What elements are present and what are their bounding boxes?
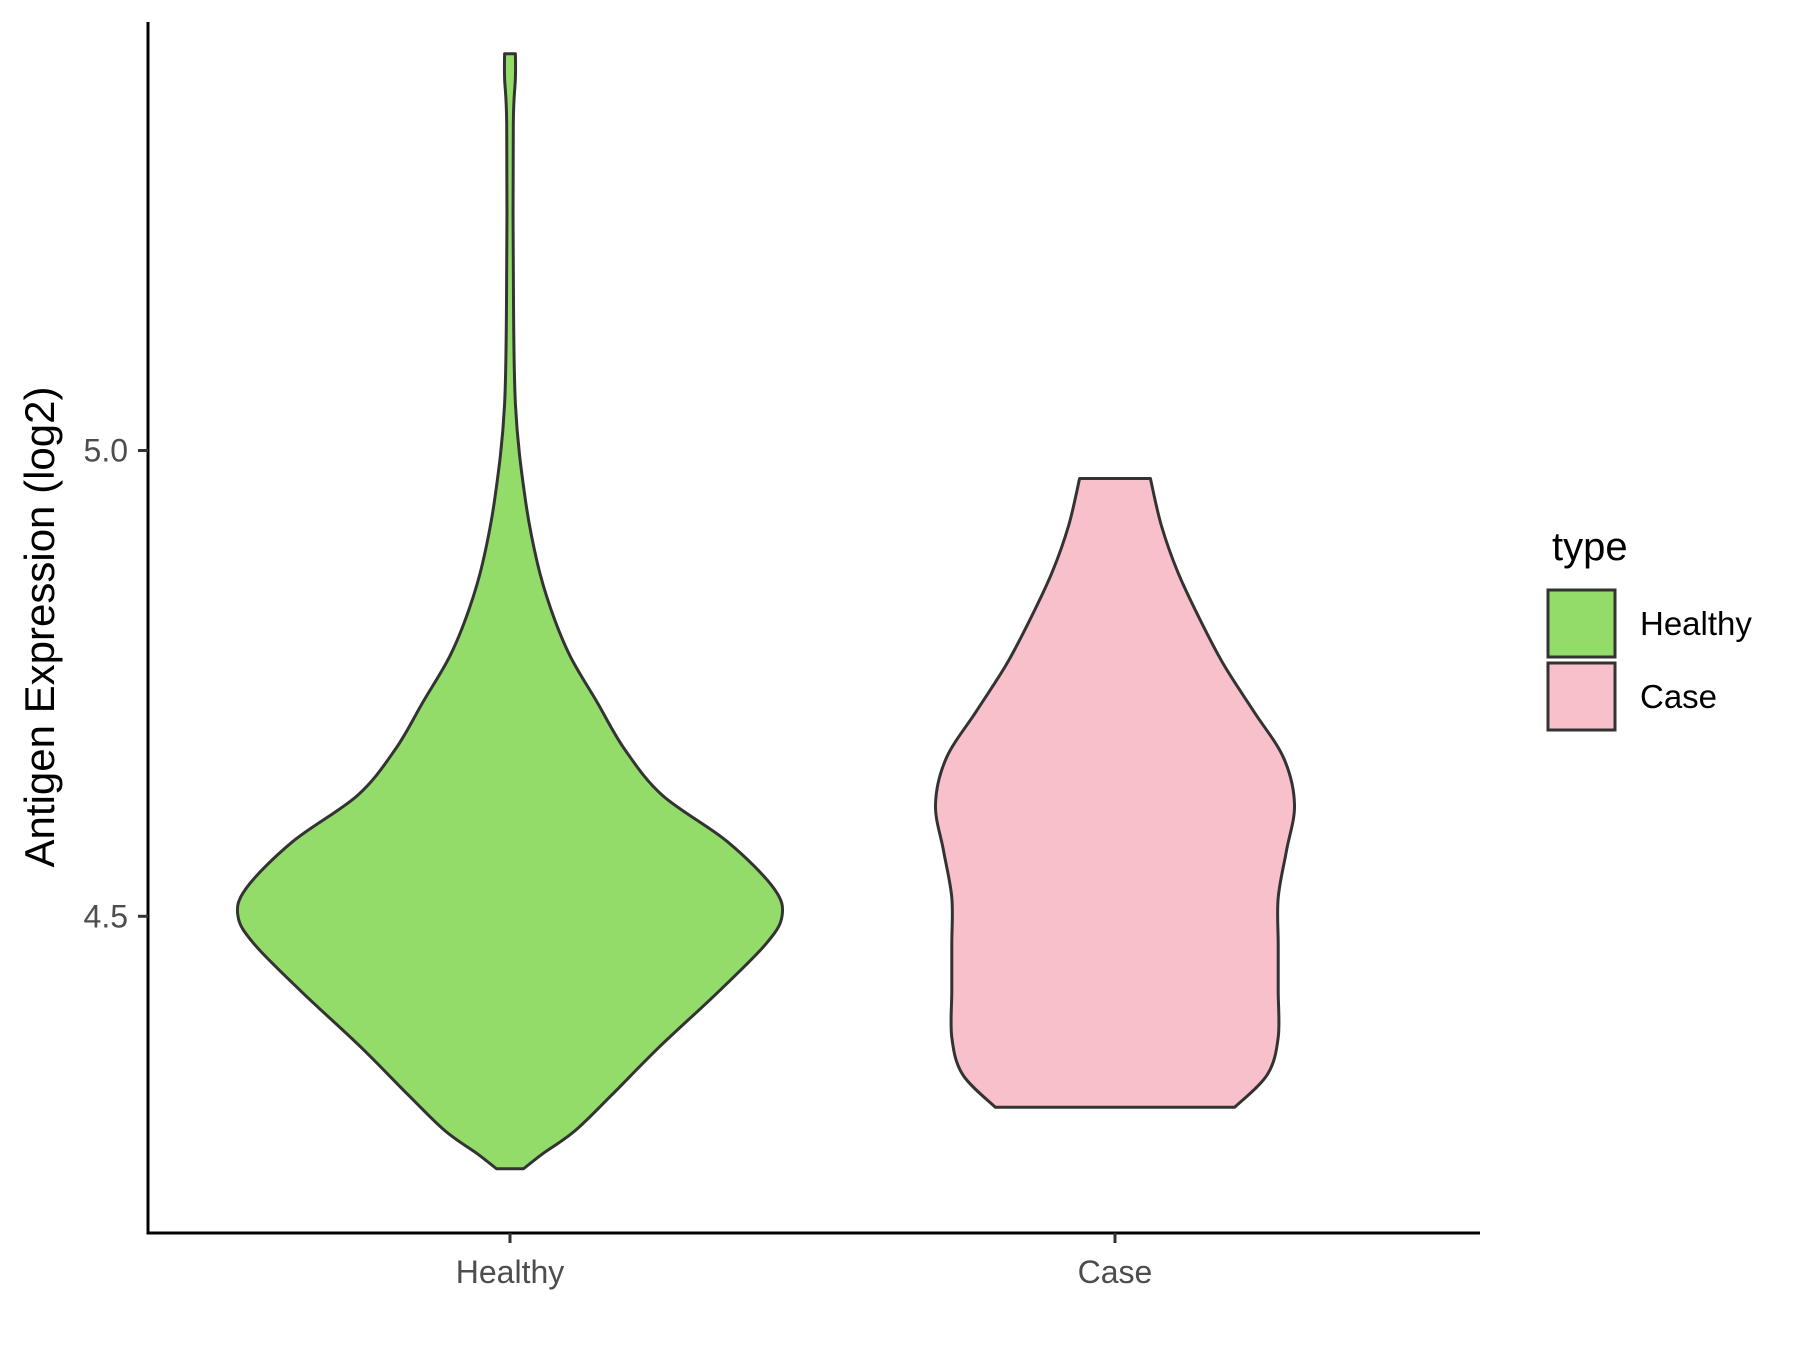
- legend-title: type: [1552, 525, 1628, 569]
- legend-key-case: [1546, 661, 1617, 732]
- x-ticks: Healthy Case: [456, 1233, 1153, 1290]
- axes: 4.5 5.0 Healthy Case: [84, 22, 1480, 1290]
- x-tick-label: Healthy: [456, 1254, 565, 1290]
- legend-label-case: Case: [1640, 678, 1717, 715]
- violin-layer: [235, 52, 1297, 1171]
- legend-label-healthy: Healthy: [1640, 605, 1752, 642]
- violin-healthy: [235, 52, 785, 1171]
- y-axis-title: Antigen Expression (log2): [16, 387, 63, 868]
- violin-case: [933, 477, 1297, 1109]
- y-ticks: 4.5 5.0: [84, 433, 148, 934]
- legend-key-healthy: [1546, 588, 1617, 659]
- legend-entries: Healthy Case: [1546, 588, 1752, 732]
- y-tick-label: 5.0: [84, 433, 128, 469]
- y-tick-label: 4.5: [84, 898, 128, 934]
- x-tick-label: Case: [1078, 1254, 1153, 1290]
- legend: type Healthy Case: [1546, 525, 1752, 732]
